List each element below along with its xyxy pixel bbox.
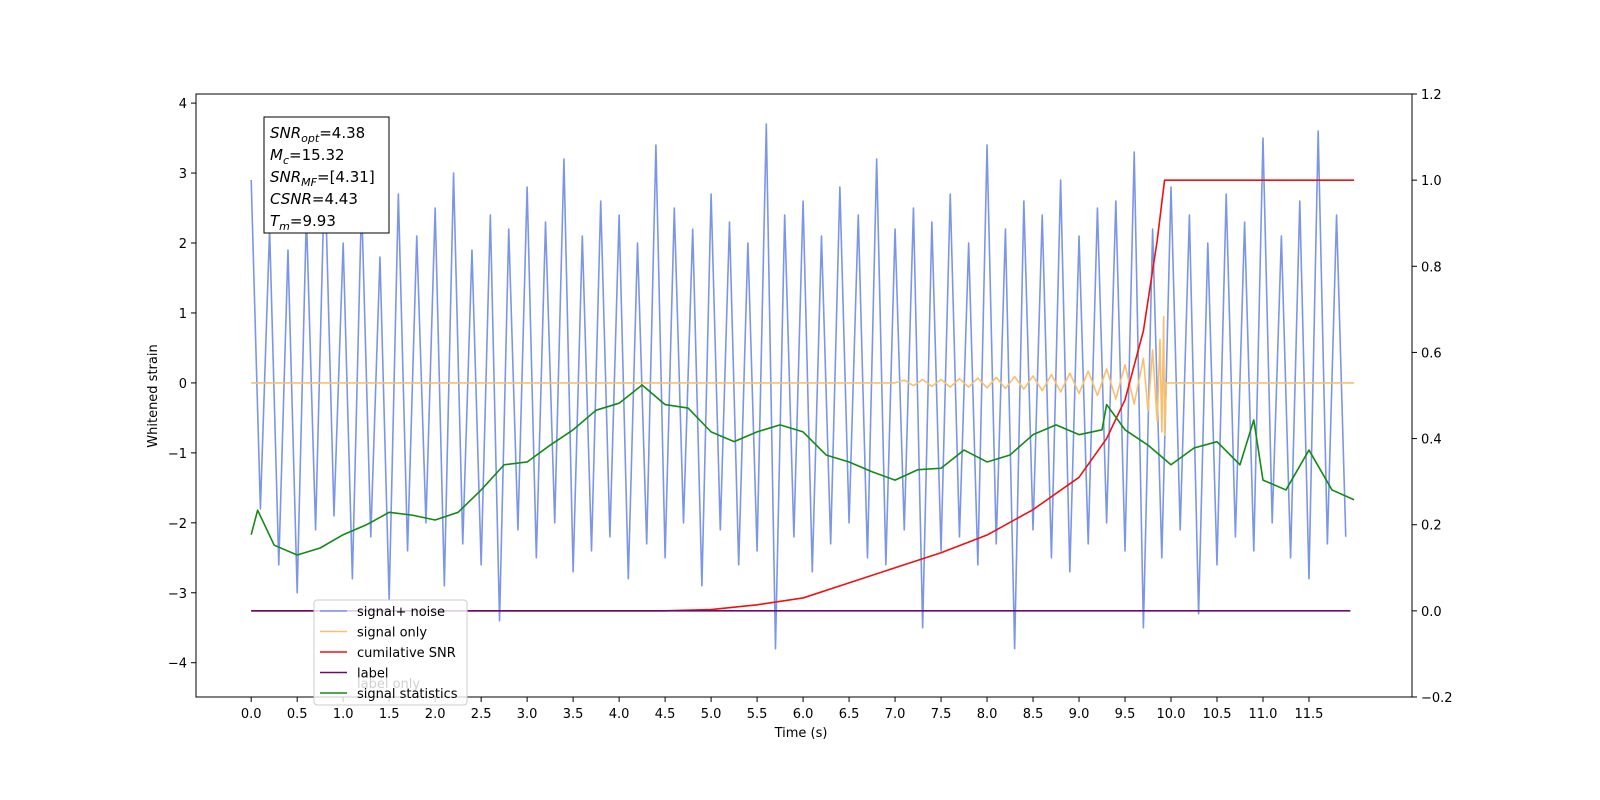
annotation-subscript: MF (301, 176, 317, 189)
y-tick-label: 0 (179, 377, 187, 392)
annotation-subscript: m (279, 220, 290, 233)
x-tick-label: 4.0 (609, 707, 630, 722)
x-tick-label: 3.5 (563, 707, 584, 722)
series-line (251, 315, 1355, 437)
x-tick-label: 1.0 (333, 707, 354, 722)
y2-tick-label: 1.2 (1421, 88, 1442, 103)
x-tick-label: 1.5 (379, 707, 400, 722)
annotation-value: =9.93 (290, 212, 336, 230)
annotation-symbol: T (270, 212, 281, 230)
x-tick-label: 6.0 (793, 707, 814, 722)
x-tick-label: 10.5 (1203, 707, 1232, 722)
x-tick-label: 10.0 (1157, 707, 1186, 722)
legend-label: signal statistics (357, 687, 458, 702)
annotation-symbol: CSNR (270, 190, 312, 208)
x-tick-label: 4.5 (655, 707, 676, 722)
x-tick-label: 5.5 (747, 707, 768, 722)
legend-label: cumilative SNR (357, 646, 456, 661)
x-tick-label: 0.5 (287, 707, 308, 722)
legend-box (313, 599, 468, 706)
annotation-symbol: SNR (270, 168, 301, 186)
x-tick-label: 3.0 (517, 707, 538, 722)
x-tick-label: 0.0 (241, 707, 262, 722)
y-tick-label: −2 (168, 517, 187, 532)
y2-tick-label: 0.4 (1421, 433, 1442, 448)
y-tick-label: −1 (168, 447, 187, 462)
y-tick-label: 3 (179, 167, 187, 182)
y2-tick-label: 1.0 (1421, 174, 1442, 189)
annotation-line: SNRMF=[4.31] (270, 168, 375, 189)
x-axis-label: Time (s) (774, 726, 828, 741)
annotation-subscript: c (283, 154, 289, 167)
series-line (251, 179, 1355, 612)
y-tick-label: 2 (179, 237, 187, 252)
series-line (250, 384, 1355, 556)
x-tick-label: 2.0 (425, 707, 446, 722)
annotation-line: SNRopt=4.38 (270, 124, 365, 145)
annotation-line: Mc=15.32 (270, 146, 345, 167)
annotation-line: CSNR=4.43 (270, 190, 358, 208)
annotation-line: Tm=9.93 (270, 212, 336, 233)
x-tick-label: 9.5 (1115, 707, 1136, 722)
legend-overlay-text: label only (357, 677, 420, 692)
annotation-symbol: SNR (270, 124, 301, 142)
x-tick-label: 9.0 (1069, 707, 1090, 722)
annotation-value: =4.43 (312, 190, 358, 208)
annotation-value: =15.32 (289, 146, 345, 164)
annotation-box (263, 116, 390, 234)
y-axis-label: Whitened strain (146, 344, 161, 447)
x-tick-label: 8.5 (1023, 707, 1044, 722)
y2-tick-label: 0.0 (1421, 605, 1442, 620)
annotation-value: =4.38 (319, 124, 365, 142)
x-tick-label: 11.0 (1249, 707, 1278, 722)
annotation-value: =[4.31] (317, 168, 375, 186)
x-tick-label: 6.5 (839, 707, 860, 722)
x-tick-label: 11.5 (1295, 707, 1324, 722)
annotation-symbol: M (270, 146, 283, 164)
plot-frame (195, 93, 1413, 698)
x-tick-label: 8.0 (977, 707, 998, 722)
y-tick-label: −3 (168, 587, 187, 602)
series-line (250, 123, 1347, 650)
y2-tick-label: 0.8 (1421, 260, 1442, 275)
legend-label: signal only (357, 626, 427, 641)
y2-tick-label: −0.2 (1421, 691, 1453, 706)
x-tick-label: 5.0 (701, 707, 722, 722)
y-tick-label: 1 (179, 307, 187, 322)
x-tick-label: 2.5 (471, 707, 492, 722)
legend-label: signal+ noise (357, 605, 445, 620)
x-tick-label: 7.0 (885, 707, 906, 722)
y-tick-label: 4 (179, 97, 187, 112)
annotation-subscript: opt (301, 132, 320, 145)
y2-tick-label: 0.6 (1421, 346, 1442, 361)
x-tick-label: 7.5 (931, 707, 952, 722)
y-tick-label: −4 (168, 657, 187, 672)
y2-tick-label: 0.2 (1421, 519, 1442, 534)
legend-label: label (357, 667, 388, 682)
